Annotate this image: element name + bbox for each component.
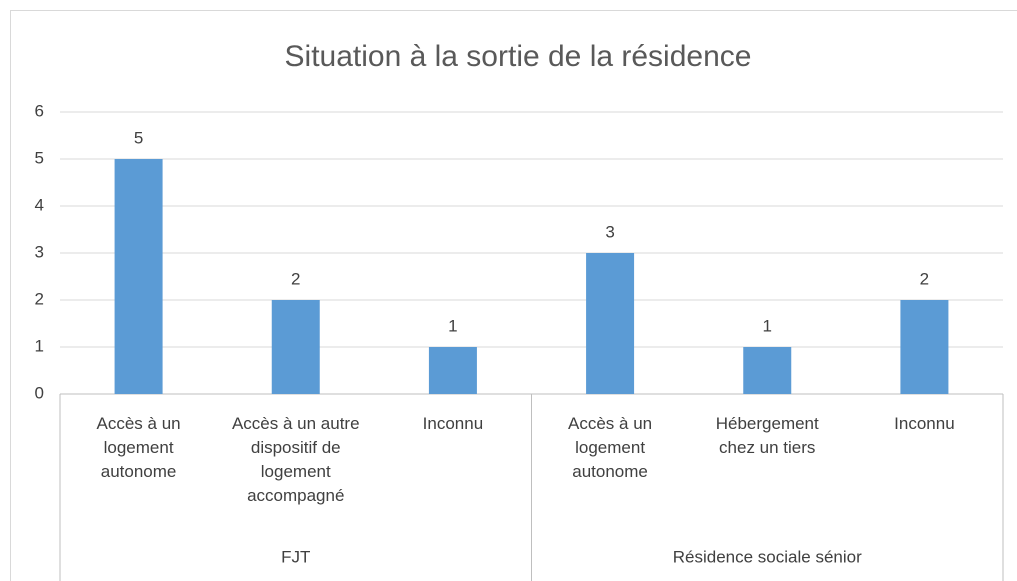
group-label: FJT	[281, 547, 310, 566]
data-label: 2	[291, 269, 300, 288]
bar	[428, 347, 477, 394]
bar	[114, 159, 163, 394]
x-tick-label: Accès à un logement autonome	[568, 414, 653, 481]
y-tick-label: 0	[35, 383, 44, 402]
x-tick-label: Inconnu	[422, 414, 484, 433]
y-tick-label: 4	[35, 195, 44, 214]
y-tick-label: 3	[35, 242, 44, 261]
y-tick-label: 2	[35, 289, 44, 308]
data-label: 1	[763, 316, 772, 335]
data-label: 2	[920, 269, 929, 288]
chart-title: Situation à la sortie de la résidence	[285, 40, 752, 73]
x-tick-label: Accès à un autre dispositif de logement …	[231, 414, 360, 505]
x-tick-label: Hébergement chez un tiers	[715, 414, 819, 457]
chart-border	[10, 10, 1017, 581]
bar	[743, 347, 792, 394]
group-label: Résidence sociale sénior	[673, 547, 862, 566]
y-tick-label: 6	[35, 101, 44, 120]
data-label: 1	[448, 316, 457, 335]
x-tick-label: Inconnu	[894, 414, 955, 433]
data-label: 3	[605, 222, 614, 241]
y-tick-label: 1	[35, 336, 44, 355]
y-tick-label: 5	[35, 148, 44, 167]
data-label: 5	[134, 128, 143, 147]
x-tick-label: Accès à un logement autonome	[96, 414, 181, 481]
bar	[900, 300, 949, 394]
bar	[586, 253, 635, 394]
bar	[271, 300, 320, 394]
